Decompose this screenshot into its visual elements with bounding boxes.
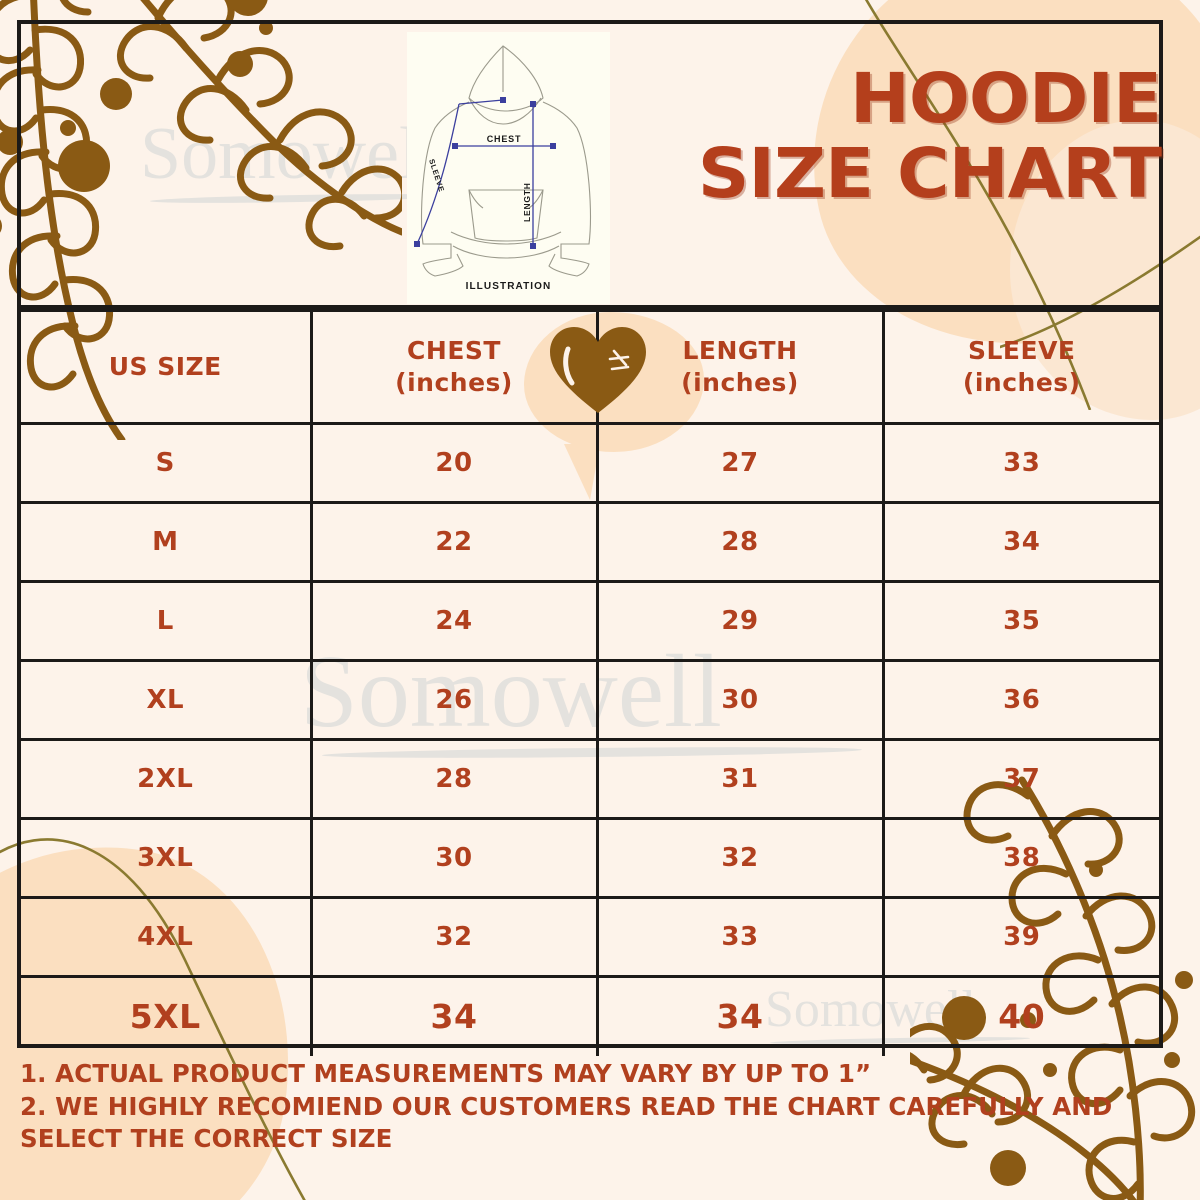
cell-length: 31	[595, 738, 885, 820]
cell-us-size: 2XL	[21, 738, 313, 820]
cell-us-size: XL	[21, 659, 313, 741]
cell-sleeve: 39	[881, 896, 1159, 978]
cell-length: 27	[595, 422, 885, 504]
cell-us-size: 4XL	[21, 896, 313, 978]
title-line-2: SIZE CHART	[697, 133, 1162, 214]
hoodie-illustration-panel: CHEST LENGTH SLEEVE ILLUSTRATION	[407, 32, 610, 304]
column-header-chest: CHEST (inches)	[309, 309, 599, 425]
table-row: S 20 27 33	[21, 422, 1159, 504]
cell-chest: 24	[309, 580, 599, 662]
size-table-body: S 20 27 33 M 22 28 34 L 24 29 35 XL 26 30 36 2XL 28 31 37 3X…	[21, 422, 1159, 1056]
column-header-length: LENGTH (inches)	[595, 309, 885, 425]
cell-sleeve: 37	[881, 738, 1159, 820]
note-line-2: 2. WE HIGHLY RECOMIEND OUR CUSTOMERS REA…	[20, 1091, 1113, 1121]
cell-chest: 28	[309, 738, 599, 820]
column-header-label: SLEEVE	[967, 336, 1076, 365]
table-row: XL 26 30 36	[21, 659, 1159, 741]
cell-us-size: 5XL	[21, 975, 313, 1056]
size-chart-frame: CHEST LENGTH SLEEVE ILLUSTRATION HOODIE …	[17, 20, 1163, 1056]
cell-chest: 26	[309, 659, 599, 741]
table-row: L 24 29 35	[21, 580, 1159, 662]
table-row: 2XL 28 31 37	[21, 738, 1159, 820]
size-table-head: US SIZE CHEST (inches) LENGTH (inches) S…	[21, 309, 1159, 425]
column-header-sleeve: SLEEVE (inches)	[881, 309, 1159, 425]
table-header-row: US SIZE CHEST (inches) LENGTH (inches) S…	[21, 309, 1159, 425]
cell-sleeve: 34	[881, 501, 1159, 583]
footer-notes: 1. ACTUAL PRODUCT MEASUREMENTS MAY VARY …	[20, 1058, 1140, 1156]
note-line-3: SELECT THE CORRECT SIZE	[20, 1124, 393, 1154]
column-header-unit: (inches)	[962, 368, 1081, 397]
cell-chest: 22	[309, 501, 599, 583]
cell-us-size: M	[21, 501, 313, 583]
cell-chest: 32	[309, 896, 599, 978]
cell-length: 30	[595, 659, 885, 741]
table-row: 3XL 30 32 38	[21, 817, 1159, 899]
cell-chest: 34	[309, 975, 599, 1056]
page-title: HOODIE SIZE CHART	[641, 62, 1162, 211]
cell-us-size: L	[21, 580, 313, 662]
cell-sleeve: 40	[881, 975, 1159, 1056]
cell-length: 32	[595, 817, 885, 899]
column-header-label: US SIZE	[108, 352, 222, 381]
cell-sleeve: 36	[881, 659, 1159, 741]
cell-sleeve: 38	[881, 817, 1159, 899]
hoodie-illustration-icon: CHEST LENGTH SLEEVE	[407, 32, 610, 304]
cell-sleeve: 33	[881, 422, 1159, 504]
column-header-label: LENGTH	[682, 336, 798, 365]
cell-chest: 30	[309, 817, 599, 899]
table-row: M 22 28 34	[21, 501, 1159, 583]
cell-length: 29	[595, 580, 885, 662]
column-header-unit: (inches)	[395, 368, 513, 397]
cell-us-size: 3XL	[21, 817, 313, 899]
chart-header-band: CHEST LENGTH SLEEVE ILLUSTRATION HOODIE …	[21, 24, 1162, 309]
size-table: US SIZE CHEST (inches) LENGTH (inches) S…	[21, 309, 1159, 1056]
table-row: 4XL 32 33 39	[21, 896, 1159, 978]
cell-us-size: S	[21, 422, 313, 504]
illustration-caption: ILLUSTRATION	[465, 281, 552, 292]
illustration-label-chest: CHEST	[487, 134, 522, 144]
cell-length: 34	[595, 975, 885, 1056]
column-header-us-size: US SIZE	[21, 309, 313, 425]
column-header-unit: (inches)	[681, 368, 799, 397]
table-row: 5XL 34 34 40	[21, 975, 1159, 1056]
cell-sleeve: 35	[881, 580, 1159, 662]
title-line-1: HOODIE	[849, 59, 1162, 139]
illustration-label-length: LENGTH	[522, 182, 532, 222]
column-header-label: CHEST	[407, 336, 501, 365]
cell-length: 33	[595, 896, 885, 978]
cell-length: 28	[595, 501, 885, 583]
cell-chest: 20	[309, 422, 599, 504]
note-line-1: 1. ACTUAL PRODUCT MEASUREMENTS MAY VARY …	[20, 1059, 872, 1088]
